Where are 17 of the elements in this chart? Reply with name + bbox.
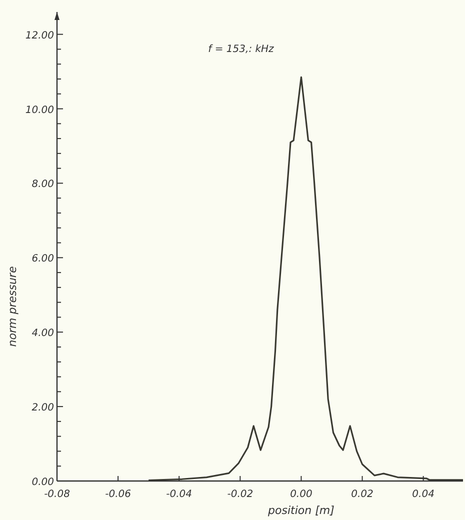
y-tick-label: 4.00 [32,328,54,340]
x-tick-label: 0.04 [412,489,434,500]
x-tick-label: -0.06 [105,489,131,500]
x-tick-label: 0.00 [290,489,312,500]
y-tick-label: 6.00 [32,254,54,265]
x-axis-title: position [m] [267,504,334,517]
x-tick-label: 0.02 [351,489,374,500]
text: f = 153,: kHz [208,44,275,55]
x-tick-label: -0.08 [44,489,70,500]
y-tick-label: 0.00 [32,477,54,488]
y-tick-label: 2.00 [32,402,54,414]
y-tick-label: 12.00 [25,30,54,42]
y-axis-title: norm pressure [6,266,19,347]
y-tick-label: 8.00 [32,179,54,190]
x-tick-label: -0.02 [227,489,254,500]
y-tick-label: 10.00 [25,104,54,116]
x-tick-label: -0.04 [166,489,192,500]
